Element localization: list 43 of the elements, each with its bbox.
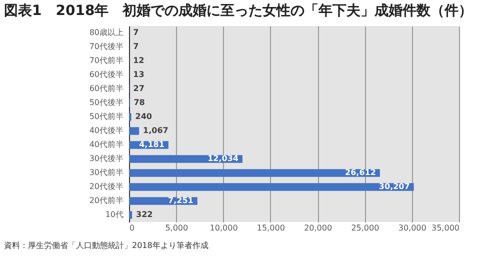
- bar: [129, 211, 132, 219]
- data-label: 13: [133, 70, 144, 79]
- data-label: 27: [133, 84, 144, 93]
- x-tick-label: 25,000: [351, 224, 380, 232]
- x-tick-label: 10,000: [210, 224, 238, 232]
- y-tick-label: 20代前半: [89, 196, 124, 205]
- data-label: 12,034: [208, 154, 239, 163]
- x-tick-label: 30,000: [398, 224, 426, 232]
- x-tick-label: 35,000: [432, 224, 460, 232]
- bar: [129, 127, 140, 135]
- y-tick-label: 30代後半: [89, 154, 124, 163]
- x-tick-label: 0: [130, 224, 135, 232]
- y-tick-label: 20代後半: [89, 182, 124, 191]
- y-tick-label: 70代後半: [89, 42, 124, 51]
- data-label: 240: [135, 112, 152, 121]
- bar: [129, 155, 242, 163]
- y-tick-label: 50代後半: [89, 98, 124, 107]
- chart-title: 図表1 2018年 初婚での成婚に至った女性の「年下夫」成婚件数（件）: [4, 2, 473, 19]
- y-tick-label: 60代後半: [89, 70, 124, 79]
- text: 資料：厚生労働省「人口動態統計」2018年より筆者作成: [4, 241, 208, 250]
- y-tick-label: 30代前半: [89, 168, 124, 177]
- data-label: 322: [136, 210, 153, 219]
- y-tick-label: 80歳以上: [89, 28, 124, 37]
- data-label: 7,251: [168, 196, 194, 205]
- data-label: 78: [134, 98, 146, 107]
- y-tick-label: 60代前半: [89, 84, 124, 93]
- y-tick-label: 50代前半: [89, 112, 124, 121]
- y-tick-label: 40代後半: [89, 126, 124, 135]
- data-label: 1,067: [143, 126, 168, 135]
- bar: [129, 183, 414, 191]
- y-tick-label: 70代前半: [89, 56, 124, 65]
- data-label: 12: [133, 56, 144, 65]
- x-tick-label: 5,000: [165, 224, 188, 232]
- x-tick-label: 15,000: [256, 224, 285, 232]
- x-tick-label: 20,000: [304, 224, 332, 232]
- data-label: 7: [133, 42, 139, 51]
- y-tick-label: 10代: [105, 210, 124, 219]
- data-label: 26,612: [345, 168, 376, 177]
- data-label: 4,181: [139, 140, 165, 149]
- y-tick-label: 40代前半: [89, 140, 124, 149]
- bar: [129, 169, 380, 177]
- data-label: 7: [133, 28, 139, 37]
- data-label: 30,207: [378, 182, 410, 191]
